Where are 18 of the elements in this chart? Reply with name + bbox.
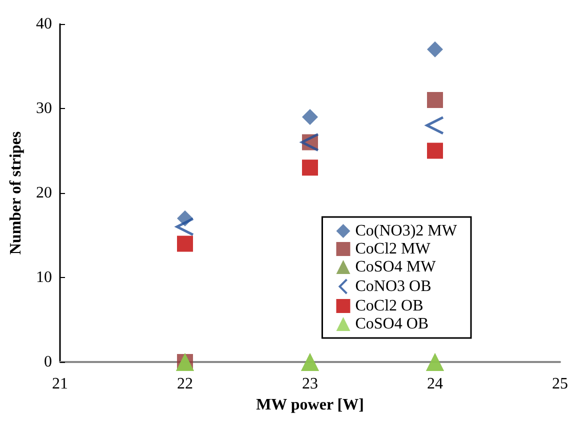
x-tick-label: 21 [52,376,68,392]
y-tick-label: 0 [44,354,52,370]
legend-label: CoNO3 OB [355,278,432,295]
legend-label: Co(NO3)2 MW [355,222,458,240]
x-tick-label: 23 [302,376,318,392]
y-axis-title: Number of stripes [8,131,24,255]
x-tick-label: 22 [177,376,193,392]
y-tick-label: 30 [36,100,52,117]
legend-label: CoCl2 OB [355,298,424,314]
legend-label: CoCl2 MW [355,240,432,258]
y-tick-label: 10 [36,269,52,286]
y-tick-label: 20 [36,184,52,202]
x-tick-label: 25 [552,376,568,392]
x-tick-label: 24 [427,376,443,392]
x-axis-title: MW power [W] [256,396,364,414]
legend-label: CoSO4 OB [355,316,429,332]
legend-label: CoSO4 MW [355,258,437,276]
y-tick-label: 40 [36,16,52,32]
